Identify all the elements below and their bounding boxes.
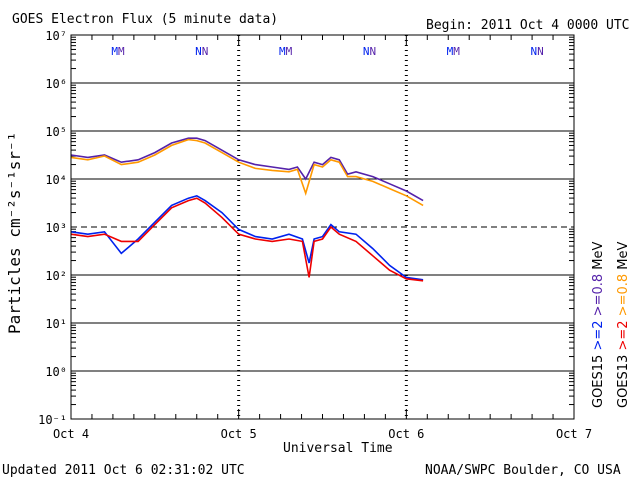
x-tick-labels: Oct 4 Oct 5 Oct 6 Oct 7 [53, 427, 592, 441]
y-tick-labels: 10⁷ 10⁶ 10⁵ 10⁴ 10³ 10² 10¹ 10⁰ 10⁻¹ [38, 29, 67, 427]
goes13-legend: GOES13 >=2 >=0.8 MeV [616, 242, 631, 408]
updated-timestamp: Updated 2011 Oct 6 02:31:02 UTC [2, 463, 245, 478]
series-line-0 [70, 137, 424, 202]
x-tick-label: Oct 4 [53, 427, 89, 441]
marker-m: MM [447, 45, 461, 58]
marker-n: NN [195, 45, 208, 58]
y-tick-label: 10⁴ [45, 173, 67, 187]
marker-m: MM [279, 45, 293, 58]
y-tick-label: 10⁵ [45, 125, 67, 139]
begin-label: Begin: 2011 Oct 4 0000 UTC [426, 18, 630, 33]
chart-title: GOES Electron Flux (5 minute data) [12, 12, 278, 27]
marker-m: MM [111, 45, 125, 58]
y-axis-label: Particles cm⁻²s⁻¹sr⁻¹ [5, 132, 24, 334]
y-tick-label: 10⁶ [45, 77, 67, 91]
credit-label: NOAA/SWPC Boulder, CO USA [425, 463, 621, 478]
y-tick-label: 10² [45, 269, 67, 283]
y-tick-label: 10⁷ [45, 29, 67, 43]
plot-grid [70, 35, 575, 419]
marker-n: NN [530, 45, 543, 58]
y-tick-label: 10¹ [45, 317, 67, 331]
series-line-1 [70, 138, 424, 207]
marker-n: NN [363, 45, 376, 58]
goes15-legend: GOES15 >=2 >=0.8 MeV [591, 242, 606, 408]
y-tick-label: 10⁰ [45, 365, 67, 379]
x-axis-label: Universal Time [283, 441, 393, 456]
x-tick-label: Oct 5 [221, 427, 257, 441]
x-tick-label: Oct 6 [388, 427, 424, 441]
y-tick-label: 10⁻¹ [38, 413, 67, 427]
x-tick-label: Oct 7 [556, 427, 592, 441]
plot-frame [70, 34, 575, 420]
data-series [70, 137, 424, 282]
series-line-2 [70, 194, 424, 281]
series-line-3 [70, 197, 424, 282]
satellite-markers: MM MM MM NN NN NN [111, 45, 543, 58]
y-tick-label: 10³ [45, 221, 67, 235]
